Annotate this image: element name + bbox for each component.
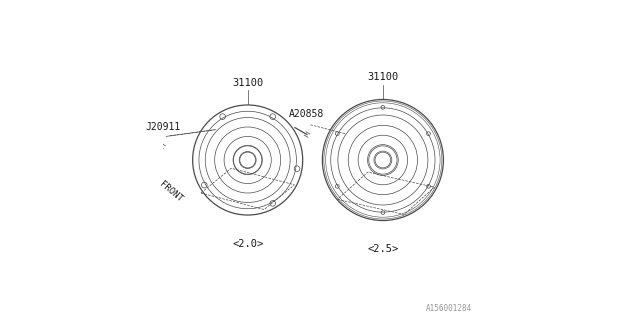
Text: 31100: 31100 (367, 72, 399, 82)
Text: A156001284: A156001284 (426, 303, 472, 313)
Text: <2.0>: <2.0> (232, 239, 263, 249)
Text: <2.5>: <2.5> (367, 244, 399, 254)
Text: A20858: A20858 (289, 109, 324, 119)
Text: FRONT: FRONT (158, 180, 184, 204)
Text: J20911: J20911 (145, 122, 180, 132)
Text: 31100: 31100 (232, 78, 263, 88)
